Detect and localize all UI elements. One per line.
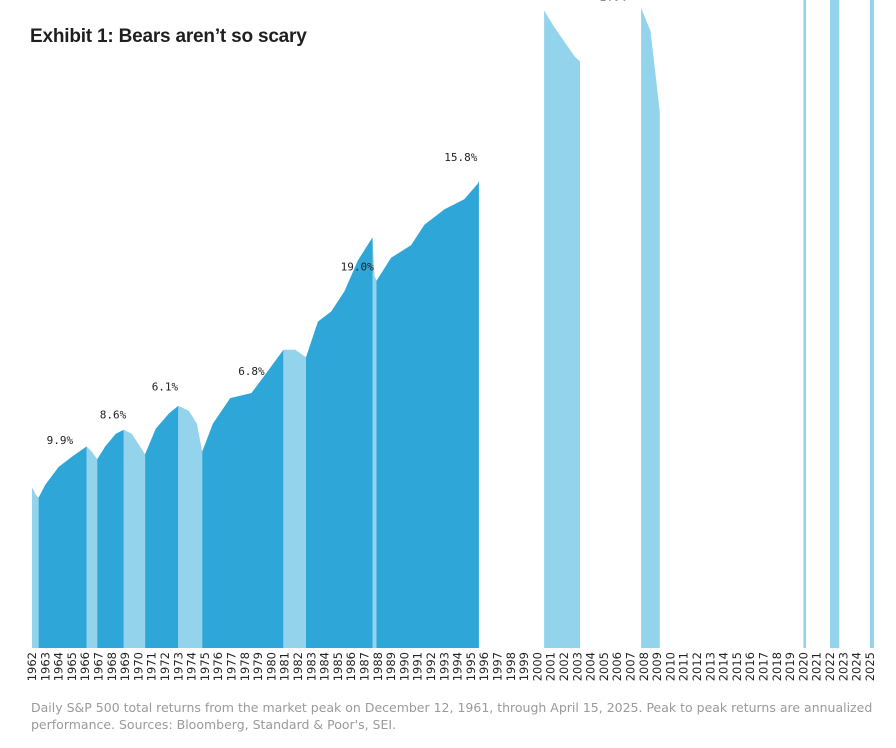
x-tick-1976: 1976 [211,652,225,681]
bear-market-segment-6 [178,405,203,648]
bull-market-segment-11 [376,181,479,649]
x-tick-2020: 2020 [796,652,810,681]
bear-market-segment-15 [830,0,840,648]
x-tick-1975: 1975 [198,652,212,681]
x-tick-1967: 1967 [92,652,106,681]
return-label-2: 6.1% [152,380,179,393]
x-tick-1970: 1970 [131,652,145,681]
return-label-0: 9.9% [47,434,74,447]
x-tick-1973: 1973 [171,652,185,681]
x-tick-1962: 1962 [25,652,39,681]
x-tick-2024: 2024 [850,652,864,681]
x-tick-1980: 1980 [264,652,278,681]
x-tick-2019: 2019 [783,652,797,681]
x-axis: 1962 1963 1964 1965 1966 1967 1968 1969 1970 1971… [25,652,877,681]
x-tick-2016: 2016 [743,652,757,681]
x-tick-1989: 1989 [384,652,398,681]
x-tick-1979: 1979 [251,652,265,681]
bull-market-segment-5 [145,405,179,648]
x-tick-1987: 1987 [358,652,372,681]
x-tick-2006: 2006 [610,652,624,681]
bear-market-segment-8 [283,349,306,648]
x-tick-2008: 2008 [637,652,651,681]
bull-market-segment-7 [202,349,284,648]
chart-canvas: 9.9%8.6%6.1%6.8%19.0%15.8%2.0%8.7%22.3%9… [25,0,877,681]
x-tick-1994: 1994 [451,652,465,681]
x-tick-1995: 1995 [464,652,478,681]
x-tick-2022: 2022 [823,652,837,681]
x-tick-1969: 1969 [118,652,132,681]
x-tick-1988: 1988 [371,652,385,681]
x-tick-1993: 1993 [437,652,451,681]
area-layer [32,0,874,649]
x-tick-1963: 1963 [38,652,52,681]
x-tick-1972: 1972 [158,652,172,681]
x-tick-2010: 2010 [663,652,677,681]
return-label-5: 15.8% [444,151,477,164]
x-tick-1964: 1964 [52,652,66,681]
bear-market-segment-12 [544,10,580,648]
x-tick-1968: 1968 [105,652,119,681]
x-tick-2001: 2001 [544,652,558,681]
x-tick-2011: 2011 [677,652,691,681]
x-tick-2004: 2004 [584,652,598,681]
x-tick-1966: 1966 [78,652,92,681]
x-tick-2003: 2003 [570,652,584,681]
x-tick-1981: 1981 [278,652,292,681]
x-tick-1996: 1996 [477,652,491,681]
x-tick-2000: 2000 [530,652,544,681]
bear-market-segment-16 [869,0,874,648]
x-tick-1985: 1985 [331,652,345,681]
x-tick-1978: 1978 [238,652,252,681]
annotation-layer: 9.9%8.6%6.1%6.8%19.0%15.8%2.0%8.7%22.3%9… [47,0,627,447]
x-tick-2013: 2013 [703,652,717,681]
x-tick-1986: 1986 [344,652,358,681]
x-tick-2007: 2007 [624,652,638,681]
x-tick-1983: 1983 [304,652,318,681]
x-tick-1992: 1992 [424,652,438,681]
x-tick-2005: 2005 [597,652,611,681]
bear-market-segment-14 [803,0,807,648]
x-tick-1965: 1965 [65,652,79,681]
return-label-4: 19.0% [341,261,374,274]
x-tick-1990: 1990 [397,652,411,681]
x-tick-2009: 2009 [650,652,664,681]
chart-title: Exhibit 1: Bears aren’t so scary [30,26,307,47]
return-label-1: 8.6% [100,409,127,422]
x-tick-1984: 1984 [318,652,332,681]
x-tick-2021: 2021 [810,652,824,681]
x-tick-2012: 2012 [690,652,704,681]
return-label-6: 2.0% [600,0,627,3]
bull-market-segment-9 [306,237,373,648]
x-tick-1997: 1997 [491,652,505,681]
x-tick-2025: 2025 [863,652,877,681]
x-tick-2018: 2018 [770,652,784,681]
bear-market-segment-10 [372,237,377,648]
x-tick-1971: 1971 [145,652,159,681]
x-tick-1998: 1998 [504,652,518,681]
return-label-3: 6.8% [238,365,265,378]
x-tick-2017: 2017 [757,652,771,681]
bear-market-segment-13 [641,8,660,648]
bear-market-segment-4 [123,429,146,648]
x-tick-1991: 1991 [411,652,425,681]
x-tick-1999: 1999 [517,652,531,681]
x-tick-2002: 2002 [557,652,571,681]
x-tick-1974: 1974 [185,652,199,681]
bull-market-segment-1 [38,446,87,648]
x-tick-2015: 2015 [730,652,744,681]
x-tick-1977: 1977 [225,652,239,681]
x-tick-2023: 2023 [836,652,850,681]
x-tick-1982: 1982 [291,652,305,681]
bear-market-segment-0 [32,487,39,648]
bear-market-segment-2 [86,446,98,648]
x-tick-2014: 2014 [717,652,731,681]
chart-footnote: Daily S&P 500 total returns from the mar… [31,700,873,732]
bull-market-segment-3 [97,429,124,648]
